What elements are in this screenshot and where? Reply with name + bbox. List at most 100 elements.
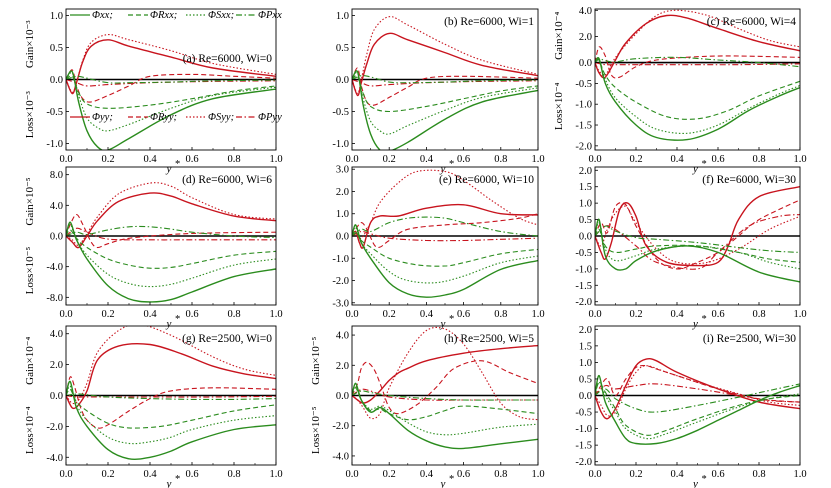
series-line-red-dot: [66, 34, 276, 93]
x-tick-label: 0.4: [143, 309, 157, 320]
series-line-green-dash: [352, 75, 538, 113]
series-line-green-dash: [352, 387, 538, 421]
series-line-green-dot: [66, 385, 276, 445]
y-tick-label: 0.5: [579, 215, 592, 226]
panel-title: (g) Re=2500, Wi=0: [182, 333, 272, 345]
y-tick-label: -0.5: [575, 79, 592, 90]
y-tick-label: 0.0: [579, 58, 592, 69]
x-tick-label: 0.0: [345, 154, 358, 165]
x-tick-label: 0.0: [588, 469, 601, 480]
x-tick-label: 0.0: [59, 154, 72, 165]
x-tick-label: 0.4: [420, 309, 434, 320]
x-tick-label: 0.6: [711, 309, 724, 320]
series-line-red-dot: [352, 169, 538, 240]
series-line-red-dot: [595, 365, 800, 417]
x-tick-label: 0.4: [670, 309, 684, 320]
series-group: [595, 186, 800, 283]
x-tick-label: 1.0: [793, 309, 806, 320]
series-line-red-dash: [352, 360, 538, 415]
x-tick-label: 0.6: [185, 469, 198, 480]
y-tick-label: 0.0: [336, 232, 349, 243]
series-group: [352, 326, 538, 450]
x-axis-label-star: *: [449, 474, 454, 485]
plot-frame: [594, 8, 801, 151]
panel-title: (b) Re=6000, Wi=1: [444, 16, 534, 28]
x-axis-label: y: [440, 318, 446, 330]
panel-title: (d) Re=6000, Wi=6: [182, 174, 272, 186]
y-tick-label: 2.0: [579, 32, 592, 43]
y-tick-label: 0.5: [579, 374, 592, 385]
y-tick-label: -4.0: [46, 262, 63, 273]
x-axis-label: y: [440, 478, 446, 488]
x-tick-label: 0.6: [711, 469, 724, 480]
series-line-red-dashdot: [66, 78, 276, 87]
series-line-green-dash: [595, 59, 800, 120]
x-tick-label: 0.2: [383, 154, 396, 165]
series-line-green-dot: [66, 72, 276, 132]
series-line-red-dot: [352, 16, 538, 95]
series-line-green-solid: [66, 221, 276, 303]
series-line-green-dash: [66, 229, 276, 269]
series-line-red-solid: [595, 186, 800, 267]
panel-d: 0.0 0.2 0.4 0.6 0.8 1.0y *-8.0-4.00.04.08.0Gai…: [24, 166, 283, 330]
series-line-green-dash: [66, 75, 276, 109]
y-tick-label: 1.0: [336, 209, 349, 220]
y-label-loss: Loss×10⁻⁵: [310, 406, 322, 454]
y-tick-label: 1.0: [579, 199, 592, 210]
series-line-red-dash: [595, 364, 800, 403]
y-tick-label: 4.0: [50, 329, 63, 340]
x-tick-label: 0.0: [345, 309, 358, 320]
x-tick-label: 0.0: [588, 154, 601, 165]
x-tick-label: 0.6: [457, 469, 470, 480]
panel-title: (c) Re=6000, Wi=4: [707, 16, 797, 28]
x-axis-label: y: [166, 478, 172, 488]
y-tick-label: -4.0: [332, 451, 349, 462]
series-line-red-dashdot: [352, 78, 538, 87]
y-tick-label: -1.5: [575, 121, 592, 132]
x-tick-label: 1.0: [793, 154, 806, 165]
legend-label: ΦRxx;: [150, 10, 177, 21]
x-tick-label: 0.2: [101, 469, 114, 480]
legend-label: ΦPxx: [258, 10, 282, 21]
series-line-red-dash: [595, 199, 800, 270]
legend-label: Φxx;: [92, 10, 113, 21]
series-line-red-dash: [66, 69, 276, 103]
panel-g: 0.0 0.2 0.4 0.6 0.8 1.0 y * -4.0 -2.0 0.0 2.0 4.0 Gai…: [24, 325, 283, 488]
series-line-red-dash: [352, 213, 538, 249]
y-tick-label: 2.0: [336, 187, 349, 198]
x-tick-label: 0.8: [227, 309, 240, 320]
series-line-green-dashdot: [66, 75, 276, 84]
series-line-red-solid: [66, 192, 276, 249]
x-tick-label: 1.0: [269, 469, 282, 480]
y-tick-label: -8.0: [46, 293, 63, 304]
legend-label: ΦRyy;: [150, 112, 177, 123]
legend-label: ΦPyy: [258, 112, 282, 123]
series-line-green-dashdot: [66, 225, 276, 239]
y-tick-label: -1.0: [332, 254, 349, 265]
x-tick-label: 0.6: [457, 309, 470, 320]
x-tick-label: 0.6: [457, 154, 470, 165]
y-tick-label: -2.0: [46, 422, 63, 433]
x-tick-label: 0.6: [185, 309, 198, 320]
x-axis-label: y: [166, 163, 172, 175]
y-tick-label: 2.0: [336, 361, 349, 372]
y-tick-label: -2.0: [575, 457, 592, 468]
y-tick-label: -2.0: [575, 297, 592, 308]
panel-i: 0.0 0.2 0.4 0.6 0.8 1.0 y * -2.0 -1.5 -1.0 -0.5 0.0 0…: [575, 325, 806, 488]
series-line-green-solid: [66, 70, 276, 150]
series-group: [595, 9, 800, 141]
y-label-loss: Loss×10⁻⁴: [553, 82, 565, 130]
series-line-green-dashdot: [66, 393, 276, 401]
x-tick-label: 0.8: [227, 154, 240, 165]
y-tick-label: 4.0: [579, 6, 592, 17]
series-line-green-solid: [595, 218, 800, 283]
x-axis-label-star: *: [702, 314, 707, 325]
x-axis-label-star: *: [702, 474, 707, 485]
legend: Φxx; ΦRxx; ΦSxx; ΦPxx Φyy; ΦRyy; ΦSyy; ΦPyy: [70, 10, 282, 123]
x-axis-label: y: [440, 163, 446, 175]
x-tick-label: 0.0: [345, 469, 358, 480]
series-line-green-dashdot: [595, 56, 800, 68]
x-tick-label: 0.0: [59, 309, 72, 320]
y-tick-label: -0.5: [575, 408, 592, 419]
series-group: [66, 326, 276, 460]
